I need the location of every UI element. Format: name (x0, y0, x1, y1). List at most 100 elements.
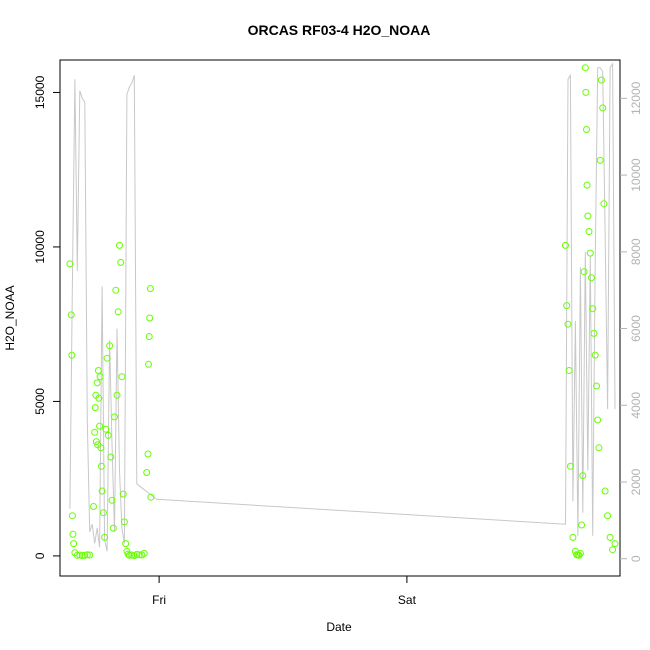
data-point (73, 551, 81, 559)
y2-tick-label: 0 (629, 555, 643, 562)
y2-tick-label: 2000 (629, 468, 643, 495)
data-point (575, 551, 583, 559)
data-point (146, 314, 154, 322)
data-point (583, 126, 590, 133)
data-point (111, 413, 118, 421)
data-point (101, 533, 109, 541)
data-point (98, 487, 106, 495)
data-point (66, 260, 74, 268)
data-point (599, 104, 607, 112)
data-point (91, 404, 99, 412)
data-point (600, 200, 608, 208)
data-point (133, 550, 141, 558)
data-point (590, 329, 598, 337)
data-point (96, 373, 104, 381)
data-point (91, 428, 99, 436)
data-point (90, 503, 97, 510)
data-point (96, 422, 104, 430)
series-line (69, 62, 616, 552)
data-point (563, 302, 571, 310)
x-tick-label: Fri (152, 593, 166, 607)
data-point (578, 521, 586, 529)
data-point (581, 64, 589, 72)
data-point (593, 382, 600, 390)
data-point (119, 490, 127, 498)
data-point (120, 518, 128, 526)
data-point (591, 351, 599, 359)
x-axis-label: Date (326, 620, 352, 634)
data-point (102, 425, 110, 433)
data-point (104, 431, 112, 439)
data-point (109, 524, 117, 532)
data-point (118, 373, 126, 381)
data-point (595, 444, 603, 452)
data-point (113, 391, 121, 399)
data-point (103, 354, 111, 362)
x-tick-label: Sat (398, 593, 417, 607)
data-point (93, 379, 101, 387)
data-point (562, 241, 569, 249)
data-point (604, 512, 612, 520)
data-point (579, 472, 587, 480)
data-point (582, 88, 590, 96)
data-point (580, 268, 588, 276)
data-point (107, 453, 115, 461)
data-point (586, 249, 594, 257)
data-point (78, 552, 86, 560)
data-point (114, 308, 122, 316)
data-point (67, 311, 75, 319)
data-point (92, 438, 100, 446)
data-point (569, 533, 577, 541)
data-point (124, 550, 132, 558)
data-point (95, 394, 103, 402)
y-axis: 0 5000 10000 15000 (33, 75, 60, 559)
data-point (564, 320, 572, 328)
y-tick-label: 0 (33, 552, 47, 559)
data-point (597, 76, 605, 84)
data-point (609, 546, 617, 554)
y2-tick-label: 4000 (629, 392, 643, 419)
y2-tick-label: 12000 (629, 81, 643, 115)
data-point (596, 156, 604, 164)
data-point (70, 540, 78, 548)
data-point (583, 181, 591, 189)
data-point (106, 342, 114, 350)
chart-title: ORCAS RF03-4 H2O_NOAA (248, 22, 431, 38)
data-point (145, 360, 152, 368)
data-point (97, 462, 105, 470)
data-point (601, 487, 609, 495)
data-point (94, 367, 102, 374)
data-point (69, 530, 77, 538)
x-axis: Fri Sat (152, 576, 417, 607)
data-point (584, 212, 592, 220)
y-tick-label: 5000 (33, 388, 47, 415)
data-point (97, 444, 105, 452)
y-axis-label: H2O_NOAA (3, 285, 17, 350)
data-point (585, 228, 593, 235)
data-point (140, 549, 148, 557)
data-point (116, 241, 123, 249)
data-point (68, 351, 76, 359)
data-point (68, 512, 76, 520)
data-point (108, 496, 116, 504)
plot-frame (59, 59, 621, 577)
data-point (122, 540, 130, 548)
y2-tick-label: 8000 (629, 238, 643, 265)
data-point (146, 285, 154, 293)
data-point (117, 258, 125, 266)
data-point (135, 551, 143, 559)
y2-tick-label: 6000 (629, 315, 643, 342)
data-point (565, 367, 573, 374)
data-point (147, 493, 155, 501)
y-tick-label: 10000 (33, 230, 47, 264)
data-point (145, 333, 153, 340)
data-point (83, 551, 91, 559)
data-point (589, 305, 597, 313)
data-point (125, 551, 133, 559)
data-point (576, 549, 584, 557)
data-point (99, 509, 107, 517)
chart-marks (66, 62, 619, 560)
data-point (143, 469, 151, 476)
data-point (112, 286, 120, 294)
